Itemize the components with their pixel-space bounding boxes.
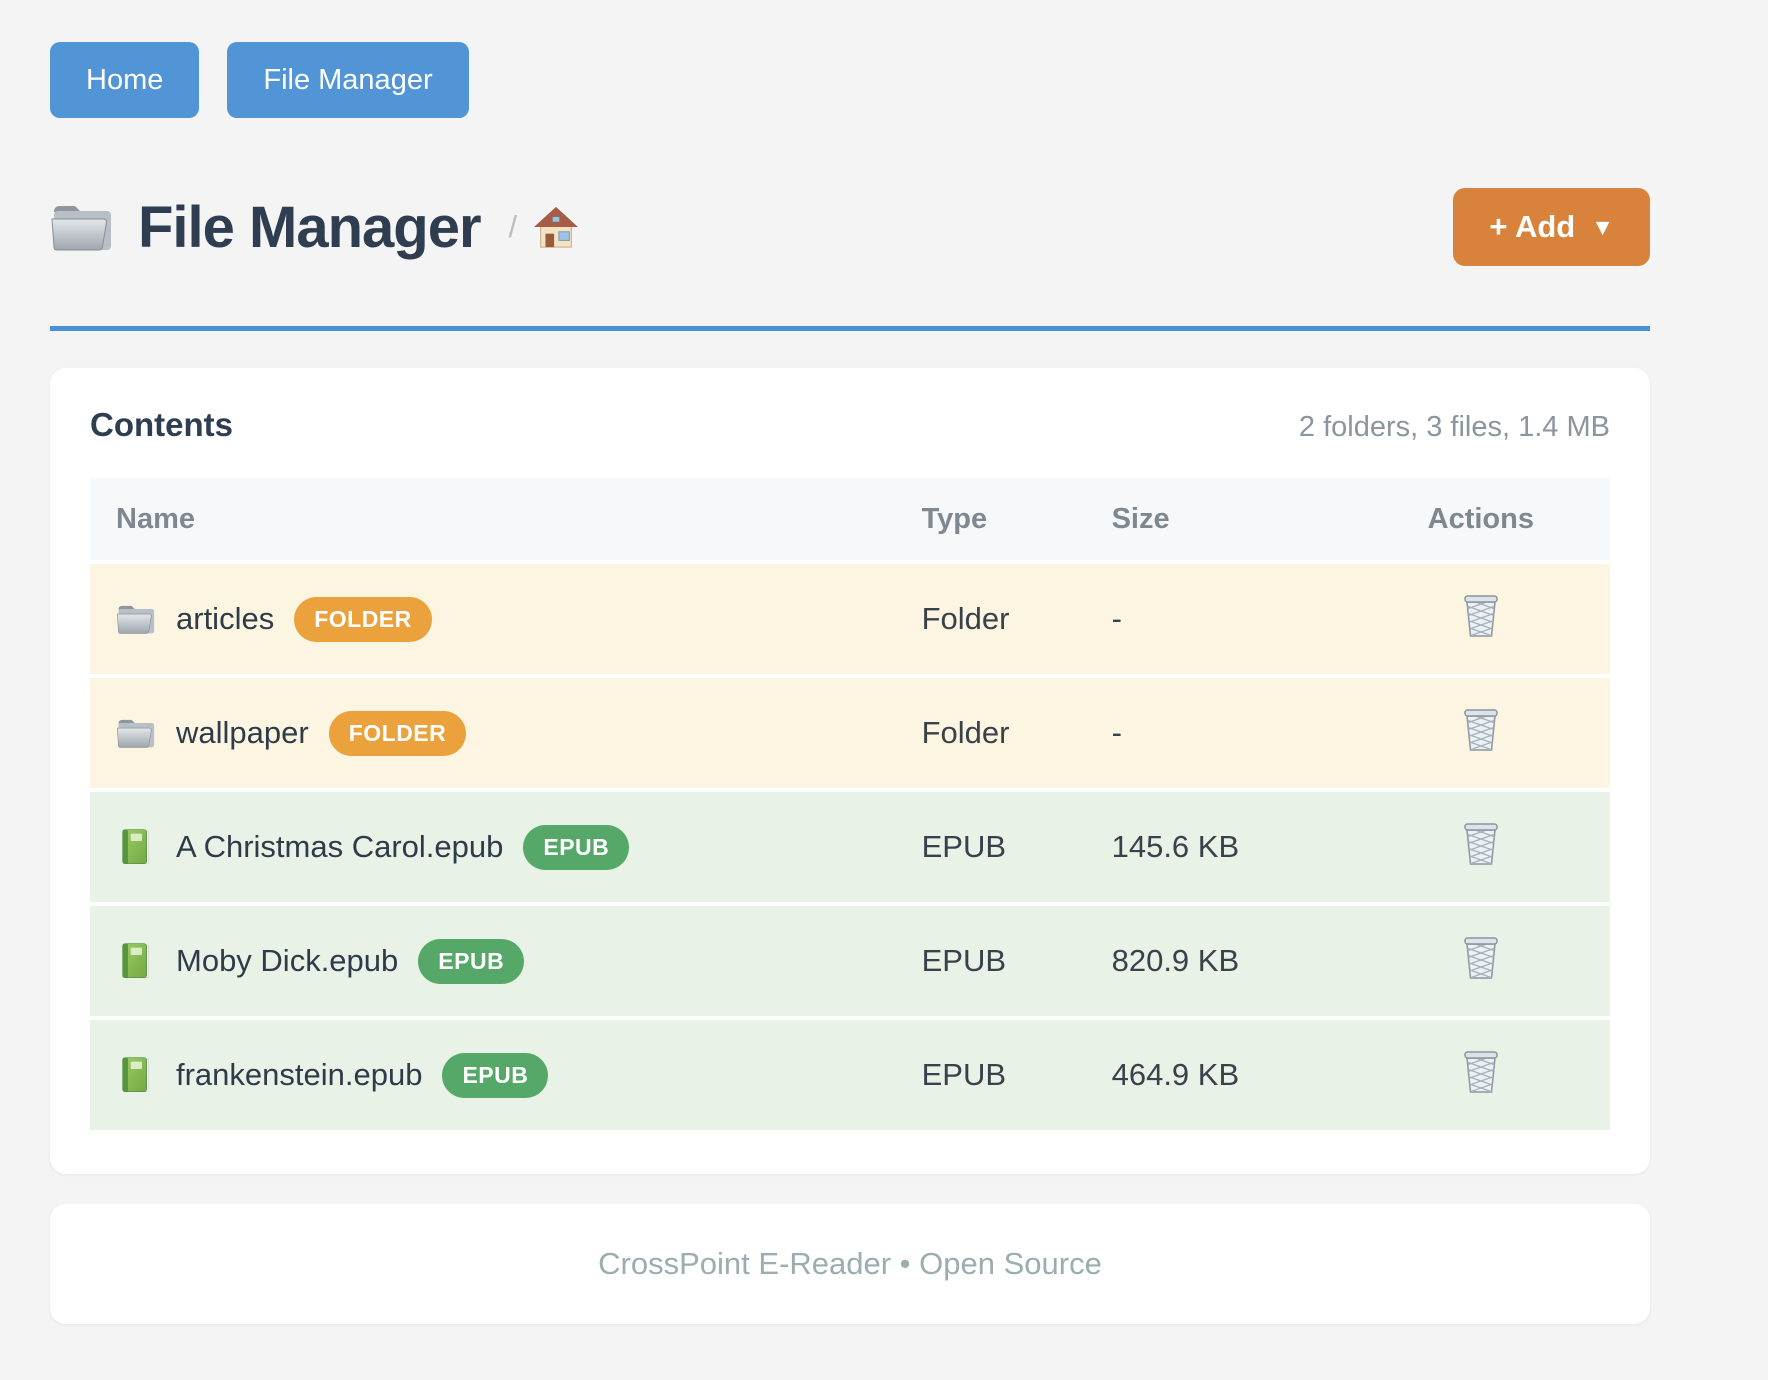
column-header-actions: Actions bbox=[1351, 478, 1610, 560]
column-header-size: Size bbox=[1085, 478, 1352, 560]
type-badge: EPUB bbox=[418, 938, 525, 984]
type-badge: EPUB bbox=[442, 1052, 549, 1098]
table-row[interactable]: frankenstein.epub EPUB EPUB 464.9 KB bbox=[90, 1020, 1610, 1130]
table-row[interactable]: Moby Dick.epub EPUB EPUB 820.9 KB bbox=[90, 906, 1610, 1016]
house-icon[interactable] bbox=[533, 205, 579, 249]
file-type: EPUB bbox=[895, 1020, 1086, 1130]
footer-text: CrossPoint E-Reader • Open Source bbox=[598, 1246, 1102, 1281]
file-type: Folder bbox=[895, 564, 1086, 674]
type-badge: EPUB bbox=[523, 824, 630, 870]
table-header-row: Name Type Size Actions bbox=[90, 478, 1610, 560]
delete-button[interactable] bbox=[1461, 591, 1501, 639]
wastebasket-icon bbox=[1461, 591, 1501, 639]
nav-file-manager-button[interactable]: File Manager bbox=[227, 42, 469, 118]
file-name[interactable]: frankenstein.epub bbox=[176, 1057, 423, 1092]
footer-card: CrossPoint E-Reader • Open Source bbox=[50, 1204, 1650, 1324]
file-size: 464.9 KB bbox=[1085, 1020, 1352, 1130]
folder-icon bbox=[116, 601, 156, 637]
table-row[interactable]: articles FOLDER Folder - bbox=[90, 564, 1610, 674]
file-size: - bbox=[1085, 564, 1352, 674]
page: Home File Manager File Manager / + Add ▼… bbox=[50, 42, 1650, 1324]
breadcrumb: / bbox=[509, 205, 580, 249]
add-button-label: + Add bbox=[1489, 209, 1576, 244]
file-size: - bbox=[1085, 678, 1352, 788]
table-row[interactable]: A Christmas Carol.epub EPUB EPUB 145.6 K… bbox=[90, 792, 1610, 902]
table-row[interactable]: wallpaper FOLDER Folder - bbox=[90, 678, 1610, 788]
folder-icon bbox=[50, 200, 114, 254]
top-navigation: Home File Manager bbox=[50, 42, 1650, 118]
green-book-icon bbox=[116, 943, 156, 979]
column-header-type: Type bbox=[895, 478, 1086, 560]
wastebasket-icon bbox=[1461, 933, 1501, 981]
file-name[interactable]: articles bbox=[176, 601, 275, 636]
type-badge: FOLDER bbox=[294, 596, 432, 642]
delete-button[interactable] bbox=[1461, 933, 1501, 981]
file-size: 820.9 KB bbox=[1085, 906, 1352, 1016]
delete-button[interactable] bbox=[1461, 1047, 1501, 1095]
contents-card: Contents 2 folders, 3 files, 1.4 MB Name… bbox=[50, 368, 1650, 1174]
folder-icon bbox=[116, 715, 156, 751]
breadcrumb-separator: / bbox=[508, 209, 518, 244]
file-size: 145.6 KB bbox=[1085, 792, 1352, 902]
contents-table-body: articles FOLDER Folder - wallpaper FOLDE… bbox=[90, 564, 1610, 1130]
file-name[interactable]: A Christmas Carol.epub bbox=[176, 829, 504, 864]
wastebasket-icon bbox=[1461, 1047, 1501, 1095]
title-divider bbox=[50, 326, 1650, 331]
add-button[interactable]: + Add ▼ bbox=[1453, 188, 1650, 266]
file-name[interactable]: Moby Dick.epub bbox=[176, 943, 399, 978]
type-badge: FOLDER bbox=[328, 710, 467, 756]
column-header-name: Name bbox=[90, 478, 896, 560]
contents-heading: Contents bbox=[90, 406, 233, 443]
wastebasket-icon bbox=[1461, 705, 1501, 753]
green-book-icon bbox=[116, 1057, 156, 1093]
file-type: EPUB bbox=[895, 792, 1086, 902]
wastebasket-icon bbox=[1461, 819, 1501, 867]
caret-down-icon: ▼ bbox=[1591, 213, 1614, 240]
nav-home-button[interactable]: Home bbox=[50, 42, 200, 118]
file-type: EPUB bbox=[895, 906, 1086, 1016]
file-type: Folder bbox=[895, 678, 1086, 788]
page-title: File Manager bbox=[138, 194, 482, 260]
file-name[interactable]: wallpaper bbox=[176, 715, 309, 750]
green-book-icon bbox=[116, 829, 156, 865]
page-header: File Manager / + Add ▼ bbox=[50, 188, 1650, 266]
contents-table: Name Type Size Actions articles FOLDER F… bbox=[90, 474, 1610, 1134]
delete-button[interactable] bbox=[1461, 705, 1501, 753]
contents-summary: 2 folders, 3 files, 1.4 MB bbox=[1298, 411, 1610, 443]
delete-button[interactable] bbox=[1461, 819, 1501, 867]
